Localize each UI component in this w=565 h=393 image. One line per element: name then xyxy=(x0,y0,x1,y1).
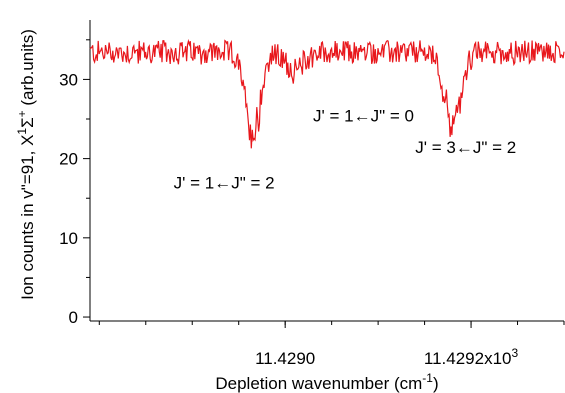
transition-label-1: J' = 1←J" = 2 xyxy=(174,174,275,193)
annotations: J' = 1←J" = 0 J' = 1←J" = 2 J' = 3←J" = 2 xyxy=(174,106,517,192)
y-axis-label: Ion counts in v"=91, X1Σ+ (arb.units) xyxy=(15,29,37,300)
series xyxy=(89,38,565,149)
x-tick-label: 11.4292x103 xyxy=(424,346,519,368)
y-tick-label: 30 xyxy=(59,70,78,89)
transition-label-0: J' = 1←J" = 0 xyxy=(313,106,414,125)
transition-label-2: J' = 3←J" = 2 xyxy=(415,138,516,157)
x-axis-label: Depletion wavenumber (cm-1) xyxy=(215,371,438,393)
y-tick-label: 10 xyxy=(59,229,78,248)
axis-labels: Depletion wavenumber (cm-1) Ion counts in… xyxy=(15,29,439,393)
y-tick-label: 0 xyxy=(69,308,78,327)
y-tick-label: 20 xyxy=(59,150,78,169)
axes: 0 10 20 30 11.4290 11.4292x103 xyxy=(59,20,565,368)
x-tick-label: 11.4290 xyxy=(255,349,315,368)
spectrum-line xyxy=(89,38,565,149)
